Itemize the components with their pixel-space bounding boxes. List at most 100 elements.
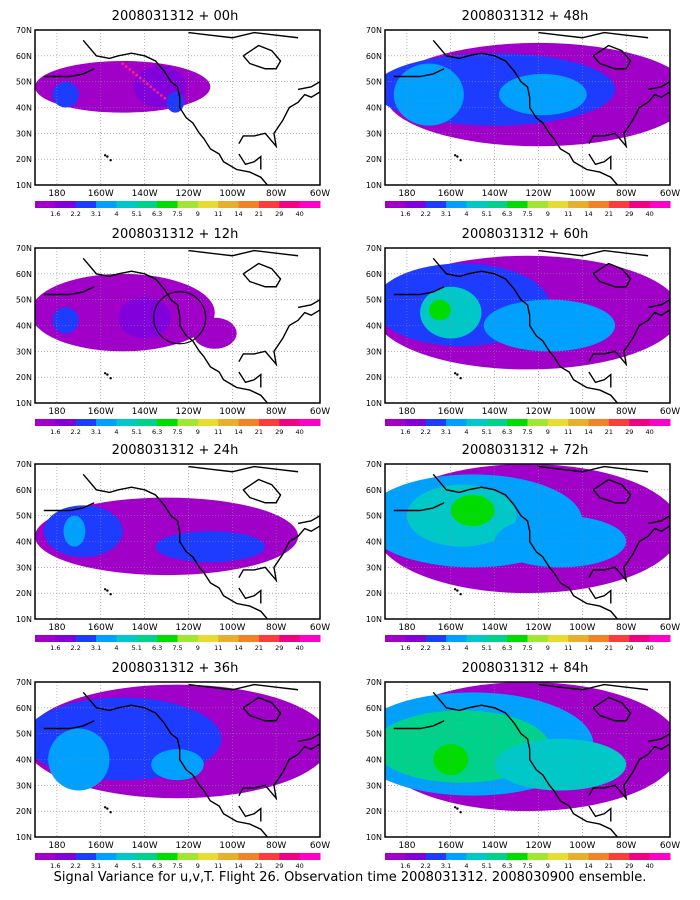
colorbar-swatch [608,635,630,642]
colorbar-swatch [527,419,549,426]
colorbar-label: 11 [214,862,222,870]
lon-tick-label: 120W [175,407,201,417]
colorbar-swatch [157,419,178,426]
colorbar-swatch [75,853,97,860]
lat-tick-label: 10N [16,181,32,190]
lon-tick-label: 160W [438,841,464,851]
lat-tick-label: 40N [366,538,382,547]
lat-tick-label: 50N [366,512,382,521]
colorbar-swatch [608,201,630,208]
coastline [242,478,282,504]
colorbar-label: 5.1 [482,644,492,652]
lon-tick-label: 80W [266,189,286,199]
colorbar-label: 5.1 [482,862,492,870]
colorbar-swatch [238,853,260,860]
colorbar-swatch [405,201,427,208]
coastline [432,691,618,837]
map-svg: 2008031312 + 72h 70N 60N 50N 40N 30N 20N 10N 180… [366,443,680,652]
colorbar-swatch [116,853,138,860]
lon-tick-label: 120W [175,623,201,633]
coastline [592,44,632,70]
variance-contour [433,744,469,775]
variance-contour [151,749,204,781]
colorbar-swatch [629,635,651,642]
colorbar-label: 40 [296,644,304,652]
panel-title: 2008031312 + 72h [462,443,589,458]
colorbar-swatch [35,419,56,426]
colorbar-label: 21 [255,428,263,436]
colorbar-label: 1.6 [50,210,60,218]
lon-tick-label: 60W [660,623,680,633]
lat-tick-label: 30N [366,563,382,572]
coastline [238,153,262,170]
colorbar-label: 40 [296,862,304,870]
lat-tick-label: 30N [16,781,32,790]
lon-tick-label: 160W [88,189,114,199]
coastline [538,249,649,257]
lat-tick-label: 20N [366,373,382,382]
colorbar-label: 6.3 [152,428,162,436]
colorbar-swatch [136,853,158,860]
colorbar-swatch [279,201,301,208]
variance-contour [192,317,237,349]
colorbar-swatch [218,853,240,860]
colorbar-label: 29 [625,210,633,218]
lon-tick-label: 100W [219,189,245,199]
colorbar-swatch [258,635,280,642]
lon-tick-label: 60W [310,189,330,199]
lon-tick-label: 160W [88,841,114,851]
coastline [43,502,95,512]
lat-tick-label: 40N [16,322,32,331]
colorbar-swatch [279,853,301,860]
colorbar-label: 29 [275,862,283,870]
coastline [538,683,649,691]
colorbar-swatch [405,635,427,642]
colorbar-label: 3.1 [91,210,101,218]
colorbar-swatch [299,853,321,860]
colorbar-swatch [547,853,569,860]
colorbar-swatch [35,635,56,642]
colorbar-label: 3.1 [441,210,451,218]
colorbar-label: 1.6 [400,428,410,436]
colorbar-swatch [629,853,651,860]
coastline [588,153,612,170]
lon-tick-label: 80W [616,189,636,199]
colorbar-label: 14 [234,644,242,652]
colorbar-label: 40 [646,210,654,218]
colorbar-swatch [629,419,651,426]
colorbar-label: 21 [605,210,613,218]
colorbar-label: 40 [646,862,654,870]
lon-tick-label: 180 [398,841,415,851]
lon-tick-label: 140W [132,623,158,633]
lat-tick-label: 40N [16,756,32,765]
colorbar-label: 6.3 [502,644,512,652]
lat-tick-label: 70N [16,26,32,35]
colorbar-label: 2.2 [421,210,431,218]
coastline [592,262,632,288]
colorbar-swatch [136,201,158,208]
colorbar-swatch [116,635,138,642]
colorbar-label: 3.1 [441,428,451,436]
colorbar-label: 40 [296,210,304,218]
colorbar-swatch [177,201,199,208]
lat-tick-label: 50N [16,730,32,739]
colorbar-label: 1.6 [50,428,60,436]
map-svg: 2008031312 + 36h 70N 60N 50N 40N 30N 20N 10N 180… [16,661,330,870]
coastline [43,68,95,78]
colorbar-swatch [35,201,56,208]
colorbar-label: 7.5 [172,862,182,870]
colorbar-label: 29 [275,644,283,652]
lat-tick-label: 50N [16,512,32,521]
colorbar-swatch [527,635,549,642]
colorbar-swatch [258,853,280,860]
panel-title: 2008031312 + 48h [462,9,589,24]
colorbar-label: 5.1 [132,210,142,218]
colorbar-swatch [649,419,671,426]
coastline [238,805,262,822]
colorbar-swatch [608,853,630,860]
lat-tick-label: 10N [16,615,32,624]
coastline [82,473,268,619]
colorbar-label: 4 [464,428,468,436]
colorbar-swatch [425,419,447,426]
lon-tick-label: 60W [660,407,680,417]
